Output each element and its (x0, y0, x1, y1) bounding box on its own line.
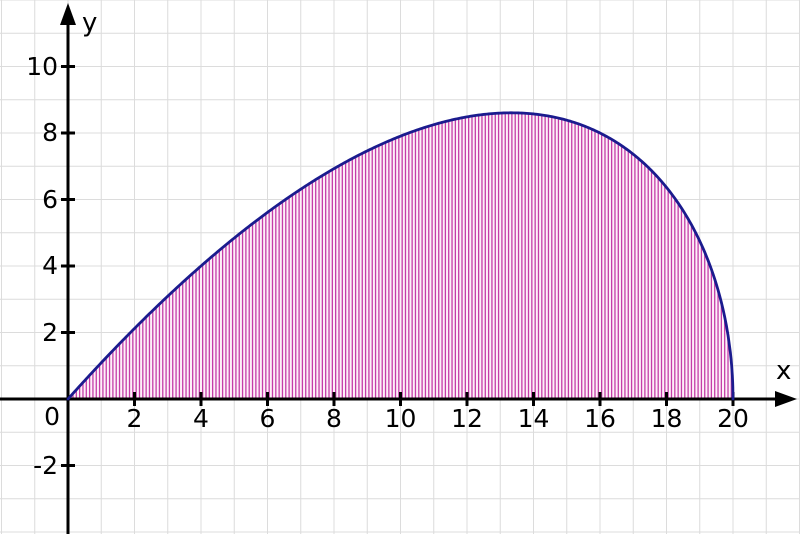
x-tick-label: 14 (517, 404, 550, 433)
x-tick-label: 18 (650, 404, 683, 433)
x-tick-label: 20 (717, 404, 749, 433)
x-tick-label: 12 (451, 404, 483, 433)
x-tick-label: 10 (384, 404, 417, 433)
y-tick-label: 10 (26, 51, 58, 81)
x-tick-label: 8 (326, 404, 342, 433)
x-tick-label: 4 (193, 404, 209, 433)
y-tick-label: 4 (42, 251, 58, 280)
y-tick-label: -2 (33, 450, 58, 480)
shaded-region-fill (68, 112, 733, 399)
function-curve (66, 111, 735, 401)
x-axis-label: x (776, 356, 792, 386)
x-tick-label: 16 (584, 404, 616, 433)
origin-label: 0 (44, 402, 60, 431)
y-axis-arrow (60, 3, 76, 25)
y-tick-label: 2 (42, 317, 58, 347)
x-axis-arrow (775, 391, 797, 407)
y-tick-label: 6 (42, 184, 58, 214)
x-tick-label: 2 (126, 404, 143, 433)
y-axis-label: y (82, 8, 98, 38)
y-tick-label: 8 (42, 118, 58, 147)
x-tick-label: 6 (259, 404, 276, 433)
